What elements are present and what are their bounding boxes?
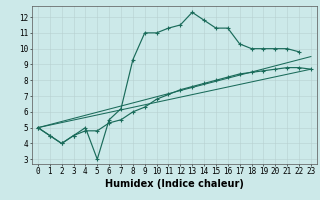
- X-axis label: Humidex (Indice chaleur): Humidex (Indice chaleur): [105, 179, 244, 189]
